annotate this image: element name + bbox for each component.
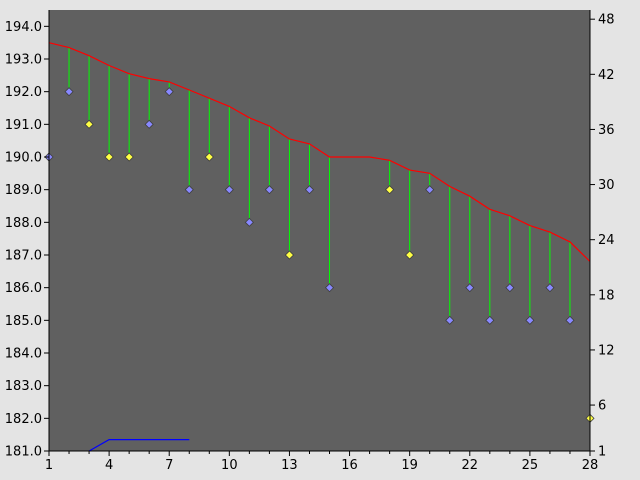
left-tick-label: 182.0 [5,412,42,427]
x-tick-label: 25 [522,458,539,473]
left-tick-label: 186.0 [5,281,42,296]
x-tick-label: 28 [582,458,599,473]
left-tick-label: 181.0 [5,445,42,460]
x-tick-label: 16 [341,458,358,473]
data-point [405,250,415,260]
x-tick-label: 19 [401,458,418,473]
data-point [124,152,134,162]
data-point [525,315,535,325]
left-axis-ticks: 181.0 182.0 183.0 184.0 185.0 186.0 187.0 188.0… [5,20,49,460]
data-point [164,87,174,97]
data-point [104,152,114,162]
left-tick-label: 192.0 [5,85,42,100]
drop-lines [48,42,591,419]
baseline-line [88,439,190,452]
data-point [244,217,254,227]
data-point [224,185,234,195]
right-tick-label: 30 [598,178,615,193]
data-point [144,119,154,129]
x-tick-label: 7 [165,458,173,473]
left-tick-label: 191.0 [5,118,42,133]
data-point [425,185,435,195]
left-tick-label: 187.0 [5,249,42,264]
data-point [324,283,335,293]
left-tick-label: 194.0 [5,20,42,35]
x-tick-label: 13 [281,458,298,473]
left-tick-label: 189.0 [5,183,42,198]
x-tick-label: 22 [462,458,479,473]
right-tick-label: 1 [598,445,606,460]
data-point [445,315,455,325]
series-markers [44,87,595,423]
left-tick-label: 193.0 [5,53,42,68]
data-point [485,315,495,325]
x-tick-label: 4 [105,458,113,473]
right-tick-label: 18 [598,288,615,303]
left-tick-label: 190.0 [5,151,42,166]
x-tick-label: 10 [221,458,238,473]
right-tick-label: 36 [598,123,615,138]
series-lines [48,42,591,452]
data-point [505,283,515,293]
axes [48,10,591,452]
right-tick-label: 48 [598,13,615,28]
left-tick-label: 184.0 [5,347,42,362]
trend-line [48,42,591,262]
data-point [545,283,555,293]
right-tick-label: 24 [598,233,615,248]
data-point [84,119,94,129]
right-tick-label: 6 [598,399,606,414]
right-tick-label: 12 [598,343,615,358]
data-point [204,152,214,162]
data-point [385,185,395,195]
data-point [264,185,274,195]
left-tick-label: 183.0 [5,379,42,394]
data-point [284,250,295,260]
data-point [184,185,194,195]
x-tick-label: 1 [45,458,53,473]
left-tick-label: 188.0 [5,216,42,231]
data-point [64,87,74,97]
data-point [565,315,575,325]
data-point [465,283,475,293]
x-axis-ticks: 1 4 7 10 13 16 19 22 25 28 [45,451,598,473]
left-tick-label: 185.0 [5,314,42,329]
plot-area [49,10,590,451]
right-tick-label: 42 [598,68,615,83]
data-point [304,185,315,195]
right-axis-ticks: 1 6 12 18 24 30 36 42 48 [590,13,615,460]
